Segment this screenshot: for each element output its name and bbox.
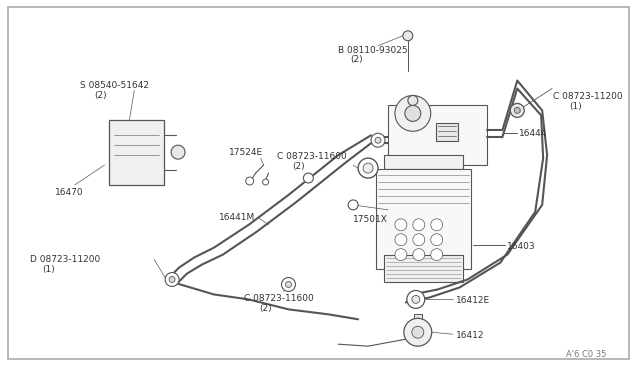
Circle shape <box>363 163 373 173</box>
Circle shape <box>413 248 425 261</box>
Text: S 08540-51642: S 08540-51642 <box>79 81 148 90</box>
Bar <box>414 314 422 320</box>
Circle shape <box>413 234 425 246</box>
Text: (2): (2) <box>95 90 107 99</box>
Circle shape <box>431 248 443 261</box>
Circle shape <box>348 200 358 210</box>
Text: D 08723-11200: D 08723-11200 <box>30 255 100 264</box>
Text: 16403: 16403 <box>508 242 536 251</box>
Text: 16412: 16412 <box>456 331 484 340</box>
Circle shape <box>171 145 185 159</box>
Text: (2): (2) <box>260 304 272 313</box>
Text: 16441M: 16441M <box>219 213 255 222</box>
Circle shape <box>375 137 381 143</box>
Text: (2): (2) <box>350 55 363 64</box>
Circle shape <box>413 219 425 231</box>
Text: 16470: 16470 <box>54 188 83 197</box>
FancyBboxPatch shape <box>388 105 488 165</box>
Text: (2): (2) <box>292 162 305 171</box>
Text: (1): (1) <box>569 102 582 112</box>
Bar <box>436 124 458 141</box>
Text: C 08723-11200: C 08723-11200 <box>553 93 623 102</box>
Text: 16412E: 16412E <box>456 296 490 305</box>
Circle shape <box>395 248 407 261</box>
Bar <box>109 121 164 185</box>
Text: 17501X: 17501X <box>353 215 388 224</box>
Circle shape <box>165 273 179 286</box>
Circle shape <box>408 96 418 105</box>
Circle shape <box>404 318 432 346</box>
Text: A'6 C0 35: A'6 C0 35 <box>566 350 607 359</box>
Circle shape <box>395 234 407 246</box>
Circle shape <box>431 234 443 246</box>
Bar <box>376 169 470 269</box>
Circle shape <box>407 291 425 308</box>
Circle shape <box>358 158 378 178</box>
Text: C 08723-11600: C 08723-11600 <box>244 294 314 304</box>
Text: (1): (1) <box>42 264 54 273</box>
Circle shape <box>395 96 431 131</box>
Text: C 08723-11600: C 08723-11600 <box>276 152 346 161</box>
Circle shape <box>412 295 420 304</box>
Circle shape <box>262 179 269 185</box>
Text: B 08110-93025: B 08110-93025 <box>338 46 408 55</box>
Circle shape <box>282 278 296 291</box>
Circle shape <box>285 282 291 288</box>
Circle shape <box>403 31 413 41</box>
Circle shape <box>515 108 520 113</box>
Circle shape <box>431 219 443 231</box>
Circle shape <box>395 219 407 231</box>
Circle shape <box>405 105 420 121</box>
Bar <box>384 155 463 169</box>
Circle shape <box>371 133 385 147</box>
Circle shape <box>246 177 253 185</box>
Text: 17524E: 17524E <box>228 148 263 157</box>
Circle shape <box>303 173 314 183</box>
Circle shape <box>169 276 175 282</box>
Circle shape <box>510 103 524 117</box>
Circle shape <box>412 326 424 338</box>
Bar <box>384 255 463 282</box>
Text: 16444: 16444 <box>519 129 548 138</box>
